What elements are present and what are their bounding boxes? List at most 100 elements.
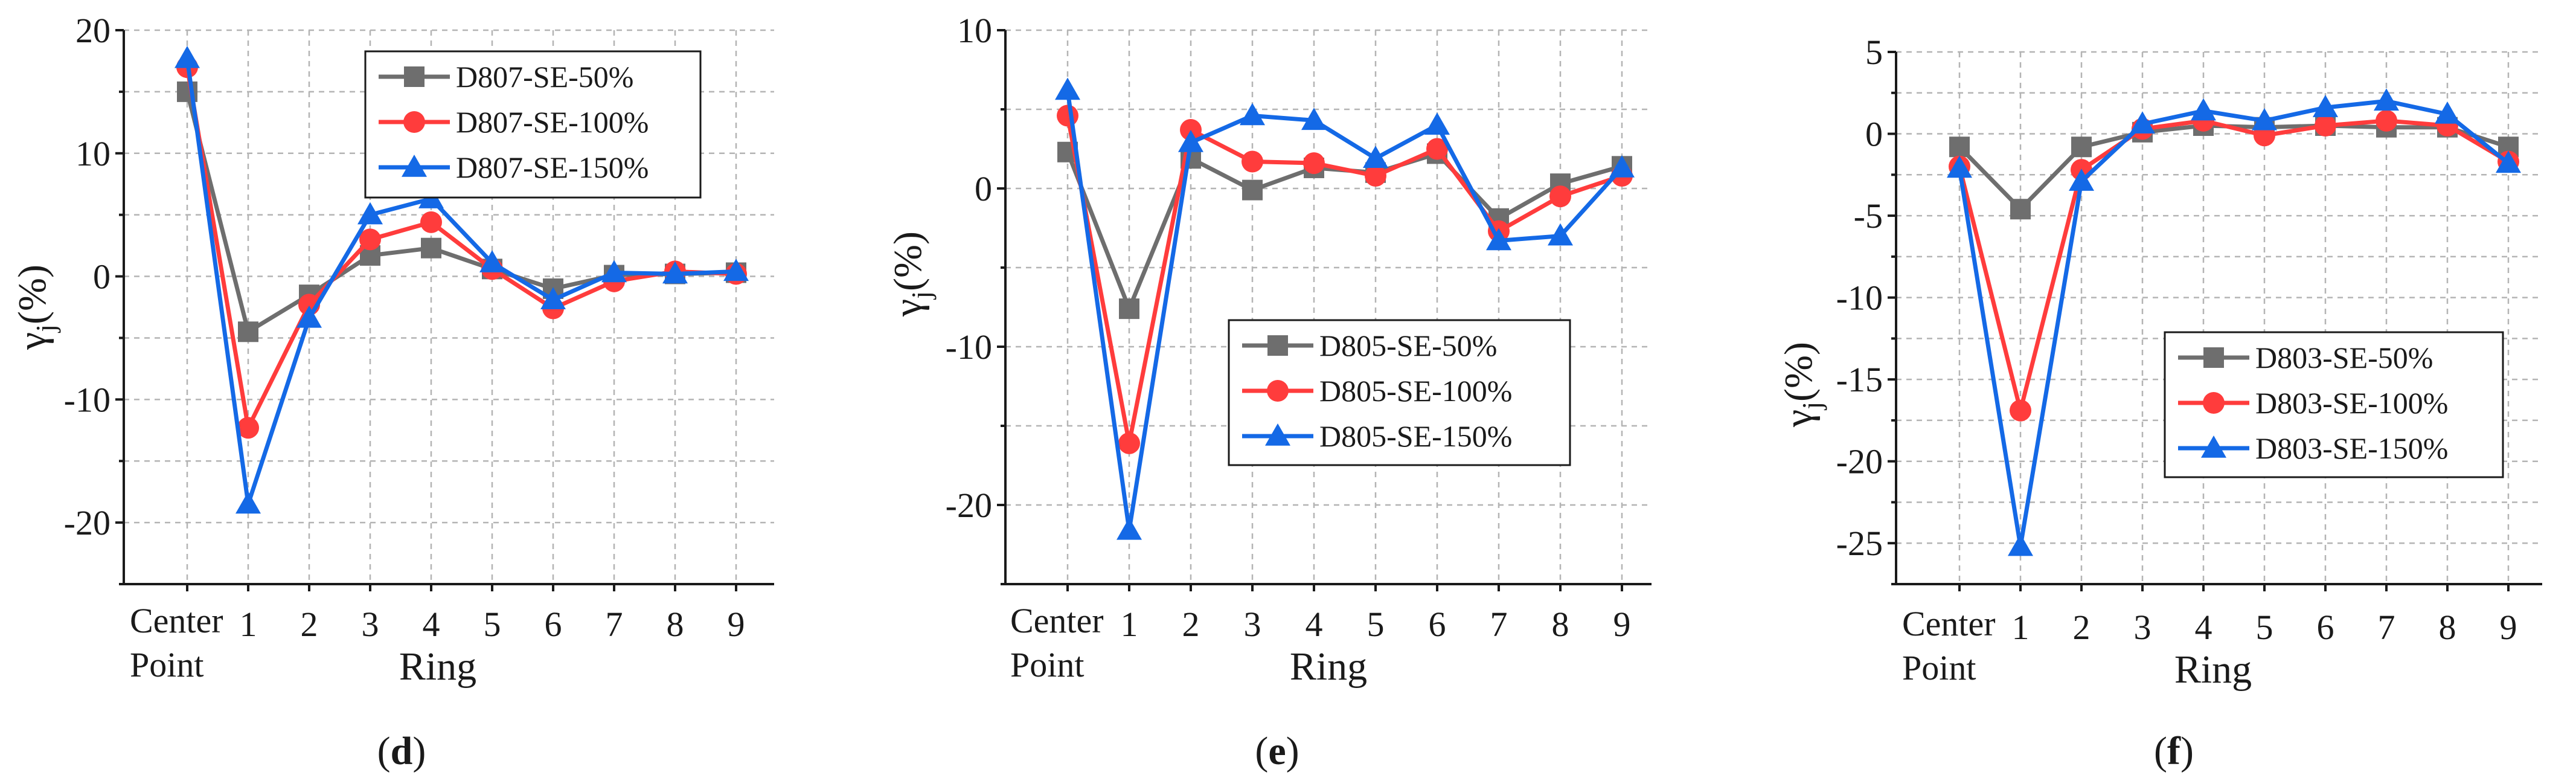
legend-label: D803-SE-150%	[2255, 431, 2448, 465]
x-tick-label: 2	[1182, 605, 1200, 644]
x-tick-label: 6	[545, 605, 562, 644]
point-circle	[1549, 185, 1571, 208]
chart-panel-e: -20 -10 0 10 Center Point 1 2 3 4 5 6 7 8 9 Ring γj(%) D8…	[886, 11, 1652, 773]
point-triangle	[235, 491, 261, 514]
point-triangle	[2374, 88, 2399, 111]
point-circle	[1426, 138, 1448, 160]
x-tick-label: 8	[2439, 608, 2456, 647]
legend: D805-SE-50% D805-SE-100% D805-SE-150%	[1228, 319, 1571, 466]
y-tick-label: -20	[1836, 442, 1883, 481]
panel-label: (d)	[377, 729, 426, 773]
series-line-triangle	[185, 58, 737, 507]
point-triangle	[1055, 77, 1080, 100]
y-tick-label: -10	[1836, 278, 1883, 318]
x-tick-label: 3	[2134, 608, 2151, 647]
legend-marker-triangle	[1265, 423, 1290, 446]
x-axis-title: Ring	[399, 645, 476, 689]
point-triangle	[2008, 533, 2033, 556]
x-tick-label: 5	[1367, 605, 1385, 644]
x-tick-label: 6	[2317, 608, 2334, 647]
x-tick-label: 7	[1490, 605, 1508, 644]
x-tick-label: Center	[1902, 604, 1996, 643]
series-line-triangle	[1957, 98, 2510, 549]
x-tick-label: 3	[362, 605, 379, 644]
point-circle	[1303, 152, 1325, 175]
legend-marker-circle	[2203, 392, 2225, 414]
legend: D803-SE-50% D803-SE-100% D803-SE-150%	[2164, 331, 2504, 478]
x-tick-label: 1	[1121, 605, 1138, 644]
y-tick-label: 0	[975, 169, 992, 208]
point-triangle	[1178, 130, 1203, 152]
x-tick-label: Point	[1902, 648, 1976, 687]
x-tick-label: 6	[1429, 605, 1446, 644]
x-tick-label: 5	[2256, 608, 2273, 647]
series-line-square	[1958, 123, 2510, 211]
point-square	[1119, 298, 1139, 320]
legend-marker-square	[404, 66, 425, 87]
point-triangle	[1486, 228, 1511, 251]
point-triangle	[2496, 150, 2521, 173]
point-triangle	[601, 260, 627, 283]
y-tick-label: -15	[1836, 360, 1883, 399]
point-circle	[1242, 150, 1263, 173]
y-tick-label: -25	[1836, 524, 1883, 563]
panel-label: (e)	[1255, 729, 1299, 773]
x-tick-label: 1	[240, 605, 257, 644]
series-line-square	[1065, 151, 1623, 311]
y-tick-label: -20	[64, 503, 111, 542]
point-triangle	[2313, 95, 2338, 117]
y-tick-label: -5	[1854, 196, 1883, 236]
point-triangle	[662, 261, 688, 284]
legend-label: D805-SE-150%	[1319, 419, 1512, 453]
point-circle	[2376, 109, 2397, 132]
point-triangle	[1548, 223, 1573, 246]
series-line-circle	[185, 66, 737, 430]
series-line-circle	[1957, 118, 2510, 413]
point-triangle	[1363, 146, 1388, 168]
legend-label: D807-SE-100%	[456, 105, 649, 139]
x-tick-label: 9	[1613, 605, 1631, 644]
legend-label: D803-SE-50%	[2255, 341, 2433, 375]
point-triangle	[479, 250, 505, 272]
legend-marker-circle	[403, 111, 425, 133]
y-axis-title: γj(%)	[10, 265, 61, 350]
point-square	[421, 237, 441, 259]
point-square	[2010, 199, 2031, 220]
point-triangle	[2069, 169, 2094, 191]
legend-label: D805-SE-100%	[1319, 374, 1512, 408]
y-tick-label: -10	[946, 327, 992, 367]
x-tick-label: 2	[2073, 608, 2091, 647]
legend-marker-circle	[1267, 380, 1289, 402]
point-triangle	[1947, 155, 1972, 178]
point-square	[1242, 179, 1263, 201]
y-tick-label: -20	[946, 486, 992, 525]
point-triangle	[723, 259, 749, 281]
point-circle	[2315, 114, 2336, 137]
x-tick-label: 2	[301, 605, 318, 644]
x-tick-label: 4	[1306, 605, 1323, 644]
point-triangle	[175, 45, 200, 68]
point-triangle	[2435, 101, 2460, 124]
x-tick-label: 9	[728, 605, 745, 644]
legend-marker-square	[2203, 347, 2224, 368]
series-line-triangle	[1065, 90, 1624, 533]
x-tick-label: Center	[1010, 601, 1104, 640]
y-tick-label: 10	[957, 11, 992, 50]
point-triangle	[1240, 103, 1265, 126]
y-axis-title: γj(%)	[886, 231, 937, 317]
legend-marker-triangle	[2201, 436, 2226, 458]
x-tick-label: Point	[130, 645, 204, 684]
x-tick-label: 4	[2195, 608, 2212, 647]
point-circle	[1118, 432, 1140, 454]
point-circle	[1057, 104, 1078, 127]
chart-panel-f: -25 -20 -15 -10 -5 0 5 Center Point 1 2 3 4 5 6 7 8 9 Ring…	[1777, 33, 2542, 773]
x-axis-title: Ring	[1290, 645, 1367, 689]
point-triangle	[2130, 111, 2155, 134]
point-circle	[237, 417, 259, 439]
point-circle	[2010, 399, 2031, 422]
point-triangle	[1301, 108, 1327, 130]
point-square	[2071, 137, 2092, 158]
x-tick-label: 7	[606, 605, 623, 644]
point-circle	[1365, 165, 1386, 187]
